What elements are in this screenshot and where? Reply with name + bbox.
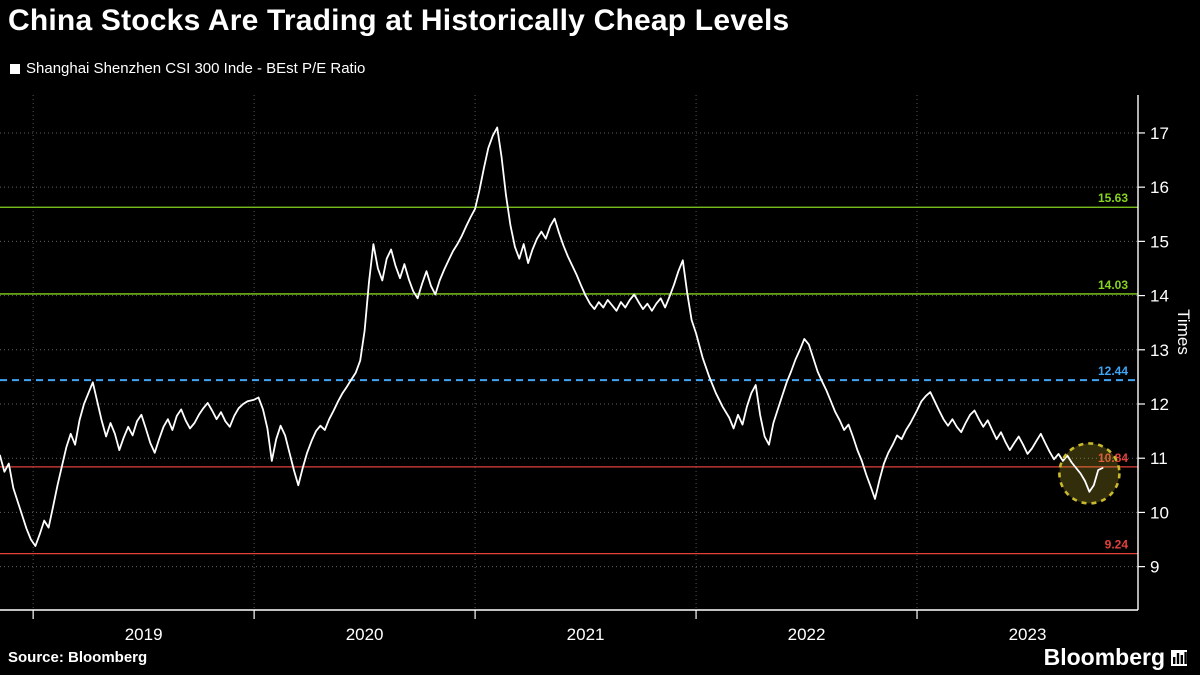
x-tick-label: 2021	[567, 625, 605, 644]
y-tick-label: 11	[1150, 449, 1168, 468]
legend-label: Shanghai Shenzhen CSI 300 Inde - BEst P/…	[26, 60, 366, 77]
y-tick-label: 13	[1150, 341, 1169, 360]
y-tick-label: 16	[1150, 178, 1169, 197]
legend-square-icon	[10, 63, 20, 74]
reference-line-label: 10.84	[1098, 451, 1128, 465]
reference-line-label: 9.24	[1105, 538, 1129, 552]
bloomberg-wordmark: Bloomberg	[1043, 644, 1165, 670]
bloomberg-bars-icon	[1171, 649, 1187, 666]
y-tick-label: 17	[1150, 124, 1169, 143]
x-tick-label: 2019	[125, 625, 163, 644]
series-line	[0, 126, 1104, 547]
y-axis-title: Times	[1174, 309, 1193, 355]
highlight-circle	[1058, 442, 1121, 505]
x-tick-label: 2020	[346, 625, 384, 644]
reference-line-label: 12.44	[1098, 364, 1128, 378]
source-note: Source: Bloomberg	[8, 649, 148, 666]
highlight-circle-fill	[1059, 443, 1120, 504]
y-tick-label: 15	[1150, 232, 1169, 251]
y-tick-label: 10	[1150, 503, 1169, 522]
x-tick-label: 2022	[788, 625, 826, 644]
reference-line-label: 14.03	[1098, 278, 1128, 292]
y-tick-label: 14	[1150, 287, 1169, 306]
legend: Shanghai Shenzhen CSI 300 Inde - BEst P/…	[10, 60, 365, 77]
reference-line-label: 15.63	[1098, 191, 1128, 205]
bloomberg-logo: Bloomberg	[1044, 644, 1188, 671]
y-tick-label: 9	[1150, 558, 1159, 577]
y-tick-label: 12	[1150, 395, 1169, 414]
x-tick-label: 2023	[1009, 625, 1047, 644]
page-title: China Stocks Are Trading at Historically…	[8, 4, 790, 37]
